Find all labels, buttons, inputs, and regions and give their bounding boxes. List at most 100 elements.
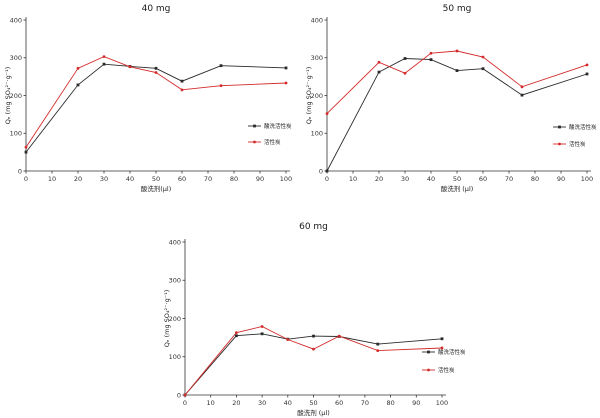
data-point-square: [154, 66, 158, 70]
x-axis-label: 酸洗剂 (μl): [297, 408, 330, 417]
legend-marker-square: [427, 350, 430, 354]
data-point-square: [455, 69, 459, 72]
x-tick-label: 60: [335, 399, 343, 407]
series-line-red: [326, 50, 588, 114]
data-point-square: [180, 79, 184, 83]
data-point-square: [520, 93, 524, 97]
chart-60mg: 60 mg 0 10 20 30 40 50 60 70 80 90 100 0 100 200 300 400…: [150, 210, 470, 418]
data-point-circle: [337, 334, 341, 338]
series-line-red: [25, 56, 287, 148]
chart-title: 60 mg: [299, 222, 328, 232]
legend-label: 活性炭: [264, 138, 281, 146]
data-point-square: [429, 58, 433, 62]
data-point-circle: [128, 65, 132, 69]
legend-marker-square: [253, 124, 256, 128]
y-tick-label: 100: [169, 353, 181, 361]
data-point-circle: [377, 60, 381, 64]
x-tick-label: 0: [325, 175, 329, 183]
data-point-circle: [440, 346, 444, 350]
x-tick-label: 30: [401, 175, 409, 183]
series-line-black: [326, 58, 588, 172]
x-tick-label: 90: [256, 175, 264, 183]
data-point-square: [284, 66, 288, 70]
x-tick-label: 30: [258, 399, 266, 407]
chart-title: 50 mg: [443, 4, 472, 14]
y-tick-label: 0: [177, 391, 181, 399]
data-point-circle: [102, 55, 106, 59]
x-tick-label: 10: [48, 175, 56, 183]
y-tick-label: 100: [10, 130, 22, 138]
x-tick-label: 10: [349, 175, 357, 183]
series-line-black: [184, 333, 443, 396]
legend-label: 活性炭: [438, 366, 455, 374]
y-tick-label: 0: [319, 167, 323, 175]
legend-label: 酸洗活性炭: [438, 348, 466, 356]
data-point-circle: [154, 71, 158, 74]
data-point-square: [585, 72, 589, 76]
x-axis-label: 酸洗剂 (μl): [441, 184, 474, 193]
x-tick-label: 60: [178, 175, 186, 183]
data-point-circle: [325, 112, 329, 116]
y-tick-label: 300: [169, 277, 181, 285]
legend-marker-circle: [253, 140, 256, 144]
chart-40mg: 40 mg 0 10 20 30 40 50 60 70 80 90 100 0 100 200 300 400…: [0, 0, 300, 200]
legend-label: 酸洗活性炭: [569, 123, 597, 131]
data-point-circle: [183, 393, 187, 397]
data-point-circle: [429, 51, 433, 55]
x-tick-label: 80: [230, 175, 238, 183]
data-point-circle: [376, 349, 380, 353]
x-tick-label: 100: [280, 175, 292, 183]
x-tick-label: 80: [531, 175, 539, 183]
chart-40mg-canvas: 40 mg 0 10 20 30 40 50 60 70 80 90 100 0 100 200 300 400…: [4, 4, 292, 193]
legend-marker-square: [558, 125, 561, 129]
data-point-circle: [312, 347, 315, 351]
chart-50mg: 50 mg 0 10 20 30 40 50 60 70 80 90 100 0 100 200 300 400…: [300, 0, 600, 200]
chart-title: 40 mg: [142, 4, 171, 14]
legend-marker-circle: [558, 142, 561, 146]
x-axis-label: 酸洗剂(μl): [141, 184, 172, 193]
data-point-circle: [76, 66, 80, 70]
data-point-square: [312, 334, 315, 338]
x-tick-label: 40: [427, 175, 435, 183]
data-point-square: [219, 64, 223, 68]
x-tick-label: 20: [375, 175, 383, 183]
x-tick-label: 70: [361, 399, 369, 407]
data-point-circle: [180, 88, 184, 92]
x-tick-label: 50: [152, 175, 160, 183]
data-point-square: [235, 334, 238, 338]
x-tick-label: 90: [557, 175, 565, 183]
chart-50mg-canvas: 50 mg 0 10 20 30 40 50 60 70 80 90 100 0 100 200 300 400…: [305, 4, 597, 193]
data-point-circle: [481, 55, 485, 59]
y-tick-label: 400: [10, 16, 22, 24]
data-point-square: [481, 67, 485, 71]
y-axis-label: Qₑ (mg SO₄²⁻·g⁻¹): [4, 67, 12, 125]
x-tick-label: 100: [436, 399, 448, 407]
x-tick-label: 20: [74, 175, 82, 183]
data-point-circle: [286, 338, 290, 341]
y-tick-label: 300: [10, 54, 22, 62]
series-line-red: [184, 326, 443, 396]
data-point-circle: [585, 63, 589, 67]
chart-60mg-canvas: 60 mg 0 10 20 30 40 50 60 70 80 90 100 0 100 200 300 400…: [163, 222, 466, 417]
data-point-square: [76, 83, 80, 87]
legend-label: 酸洗活性炭: [264, 122, 292, 130]
legend-label: 活性炭: [569, 140, 586, 148]
data-point-square: [377, 70, 381, 74]
data-point-square: [24, 150, 28, 154]
x-tick-label: 50: [453, 175, 461, 183]
y-tick-label: 400: [311, 16, 323, 24]
data-point-circle: [235, 331, 238, 335]
y-axis-label: Qₑ (mg SO₄²⁻·g⁻¹): [305, 67, 313, 125]
series-line-black: [25, 63, 287, 153]
legend-marker-circle: [427, 368, 430, 372]
x-tick-label: 30: [100, 175, 108, 183]
x-tick-label: 0: [24, 175, 28, 183]
y-axis-label: Qₑ (mg SO₄²⁻·g⁻¹): [163, 290, 171, 348]
x-tick-label: 60: [479, 175, 487, 183]
y-tick-label: 300: [311, 54, 323, 62]
y-tick-label: 100: [311, 130, 323, 138]
data-point-circle: [24, 145, 28, 149]
data-point-square: [376, 342, 380, 346]
y-tick-label: 200: [10, 92, 22, 100]
data-point-circle: [403, 71, 407, 75]
